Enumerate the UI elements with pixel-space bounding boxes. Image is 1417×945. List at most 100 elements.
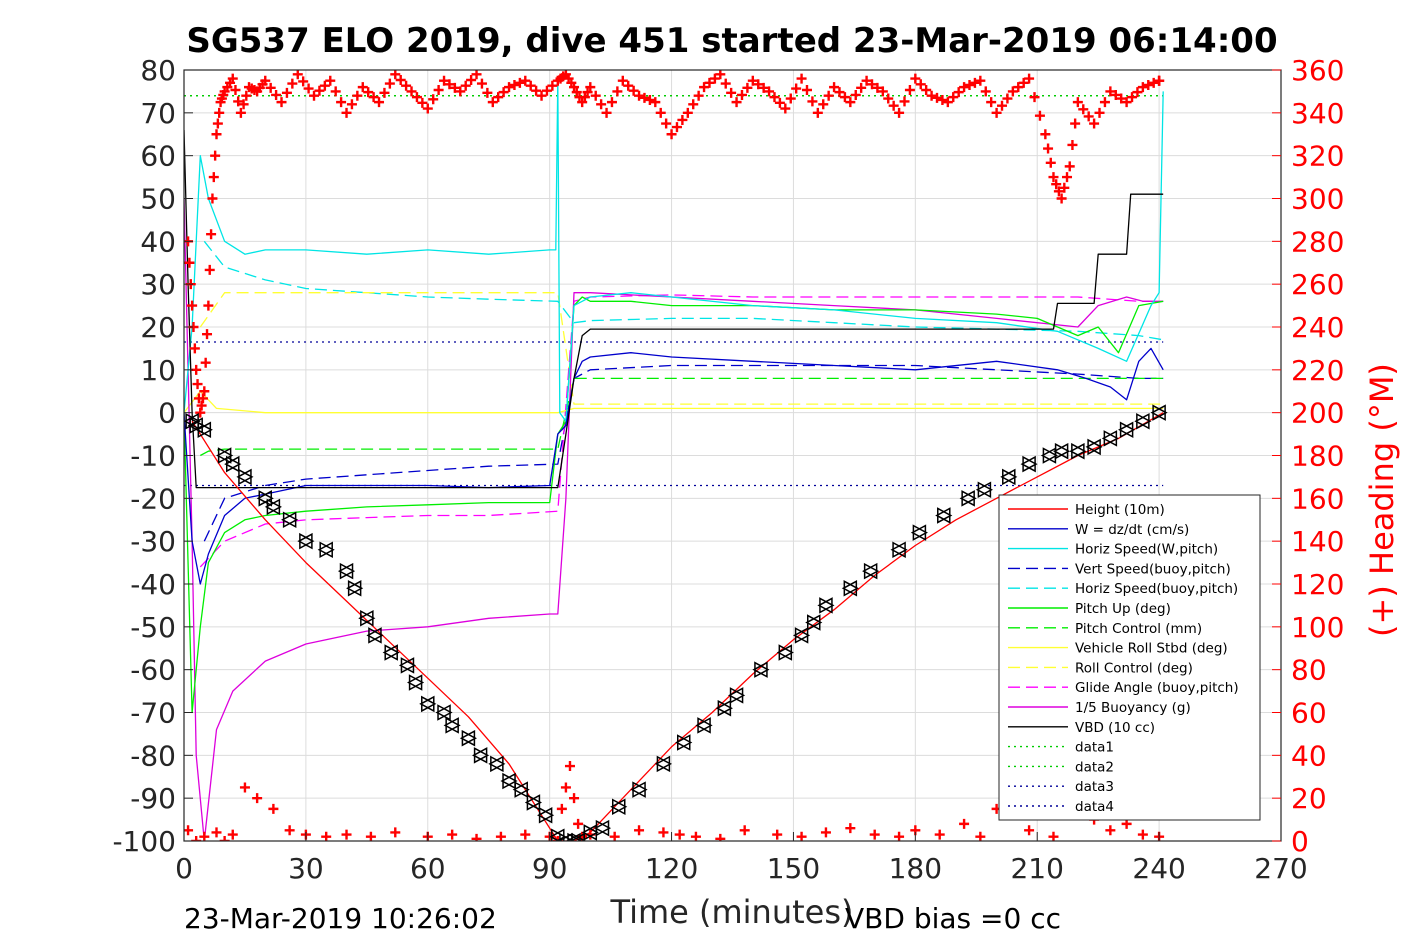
heading-point-39-2 bbox=[644, 94, 655, 105]
right-tick-label-10: 200 bbox=[1291, 397, 1344, 430]
right-axis-label: (+) Heading (°M) bbox=[1363, 363, 1401, 637]
heading-point-21-1 bbox=[379, 87, 390, 98]
x-tick-label-9: 270 bbox=[1254, 852, 1307, 885]
heading-wrap-point-12 bbox=[341, 829, 352, 840]
heading-point-67-2 bbox=[1070, 118, 1081, 129]
heading-point-71-1 bbox=[1127, 92, 1138, 103]
heading-wrap-point-50 bbox=[1105, 825, 1116, 836]
heading-wrap-point-3 bbox=[211, 827, 222, 838]
heading-point-16-2 bbox=[303, 83, 314, 94]
heading-point-4-2 bbox=[202, 329, 213, 340]
heading-point-29-0 bbox=[504, 82, 515, 93]
depth-marker-3 bbox=[216, 447, 234, 464]
depth-marker-15 bbox=[382, 644, 400, 661]
heading-point-50-1 bbox=[818, 99, 829, 110]
heading-point-53-2 bbox=[872, 82, 883, 93]
heading-point-17-1 bbox=[314, 85, 325, 96]
legend-label-2: Horiz Speed(W,pitch) bbox=[1075, 542, 1218, 558]
left-tick-label-6: -40 bbox=[130, 568, 176, 601]
heading-point-22-1 bbox=[395, 74, 406, 85]
depth-marker-10 bbox=[317, 541, 335, 558]
heading-point-24-2 bbox=[433, 84, 444, 95]
heading-wrap-point-45 bbox=[975, 831, 986, 841]
depth-marker-45 bbox=[817, 597, 835, 614]
heading-point-57-2 bbox=[937, 94, 948, 105]
heading-point-31-1 bbox=[541, 85, 552, 96]
heading-wrap-point-47 bbox=[1024, 825, 1035, 836]
heading-point-6-2 bbox=[210, 150, 221, 161]
right-tick-label-4: 80 bbox=[1291, 654, 1327, 687]
heading-point-3-2 bbox=[197, 393, 208, 404]
heading-wrap-point-2 bbox=[199, 831, 210, 841]
legend: Height (10m) W = dz/dt (cm/s) Horiz Speed(… bbox=[998, 494, 1261, 821]
heading-wrap-point-37 bbox=[796, 831, 807, 841]
x-tick-label-7: 210 bbox=[1010, 852, 1063, 885]
left-tick-label-8: -20 bbox=[130, 482, 176, 515]
heading-point-69-1 bbox=[1094, 107, 1105, 118]
depth-marker-37 bbox=[675, 734, 693, 751]
heading-wrap-point-39 bbox=[845, 823, 856, 834]
heading-point-5-2 bbox=[206, 229, 217, 240]
heading-wrap-point-8 bbox=[268, 803, 279, 814]
depth-marker-56 bbox=[1053, 442, 1071, 460]
heading-point-45-0 bbox=[731, 97, 742, 108]
heading-point-65-0 bbox=[1048, 172, 1059, 183]
depth-marker-12 bbox=[346, 580, 364, 597]
heading-wrap-point-29 bbox=[609, 831, 620, 841]
left-tick-label-10: 0 bbox=[158, 397, 176, 430]
heading-point-70-0 bbox=[1105, 86, 1116, 97]
series-line-10 bbox=[184, 198, 1164, 841]
heading-point-31-0 bbox=[536, 90, 547, 101]
left-tick-label-11: 10 bbox=[140, 354, 176, 387]
heading-point-15-1 bbox=[281, 87, 292, 98]
series-line-6 bbox=[199, 377, 1164, 457]
heading-wrap-point-17 bbox=[471, 833, 482, 841]
heading-point-53-1 bbox=[866, 79, 877, 90]
heading-point-60-0 bbox=[975, 75, 986, 86]
depth-marker-58 bbox=[1085, 438, 1103, 456]
left-tick-label-7: -30 bbox=[130, 525, 176, 558]
heading-point-62-1 bbox=[1013, 82, 1024, 93]
heading-point-15-2 bbox=[287, 78, 298, 89]
heading-point-38-2 bbox=[628, 85, 639, 96]
right-tick-label-16: 320 bbox=[1291, 140, 1344, 173]
depth-marker-19 bbox=[435, 704, 453, 721]
depth-marker-18 bbox=[419, 695, 437, 713]
heading-point-28-2 bbox=[498, 87, 509, 98]
legend-label-6: Pitch Control (mm) bbox=[1075, 621, 1202, 637]
left-tick-label-17: 70 bbox=[140, 97, 176, 130]
heading-point-45-2 bbox=[742, 82, 753, 93]
heading-point-22-0 bbox=[390, 70, 401, 80]
heading-point-42-1 bbox=[688, 99, 699, 110]
heading-point-73-2 bbox=[1154, 75, 1165, 86]
x-tick-label-4: 120 bbox=[645, 852, 698, 885]
depth-marker-13 bbox=[358, 610, 376, 627]
heading-point-3-1 bbox=[196, 400, 207, 411]
right-tick-label-3: 60 bbox=[1291, 697, 1327, 730]
heading-point-63-0 bbox=[1024, 73, 1035, 84]
x-axis-label: Time (minutes) bbox=[610, 893, 854, 931]
heading-point-50-2 bbox=[823, 90, 834, 101]
depth-marker-38 bbox=[695, 717, 713, 734]
heading-point-68-0 bbox=[1072, 97, 1083, 108]
legend-label-11: VBD (10 cc) bbox=[1075, 720, 1155, 736]
heading-point-72-0 bbox=[1137, 82, 1148, 93]
heading-point-28-0 bbox=[487, 97, 498, 108]
heading-point-58-2 bbox=[953, 87, 964, 98]
heading-point-46-0 bbox=[747, 75, 758, 86]
left-axis-ticks: -100-90-80-70-60-50-40-30-20-10010203040… bbox=[112, 54, 193, 858]
depth-marker-42 bbox=[776, 644, 794, 661]
heading-point-20-2 bbox=[368, 92, 379, 103]
heading-point-3-0 bbox=[195, 407, 206, 418]
left-tick-label-12: 20 bbox=[140, 311, 176, 344]
heading-point-39-1 bbox=[639, 92, 650, 103]
heading-point-59-1 bbox=[964, 79, 975, 90]
heading-point-25-0 bbox=[439, 75, 450, 86]
heading-point-21-0 bbox=[374, 97, 385, 108]
right-tick-label-0: 0 bbox=[1291, 825, 1309, 858]
heading-wrap-point-38 bbox=[820, 827, 831, 838]
legend-label-15: data4 bbox=[1075, 799, 1114, 815]
x-tick-label-3: 90 bbox=[532, 852, 568, 885]
heading-point-19-2 bbox=[352, 90, 363, 101]
heading-point-19-0 bbox=[341, 107, 352, 118]
